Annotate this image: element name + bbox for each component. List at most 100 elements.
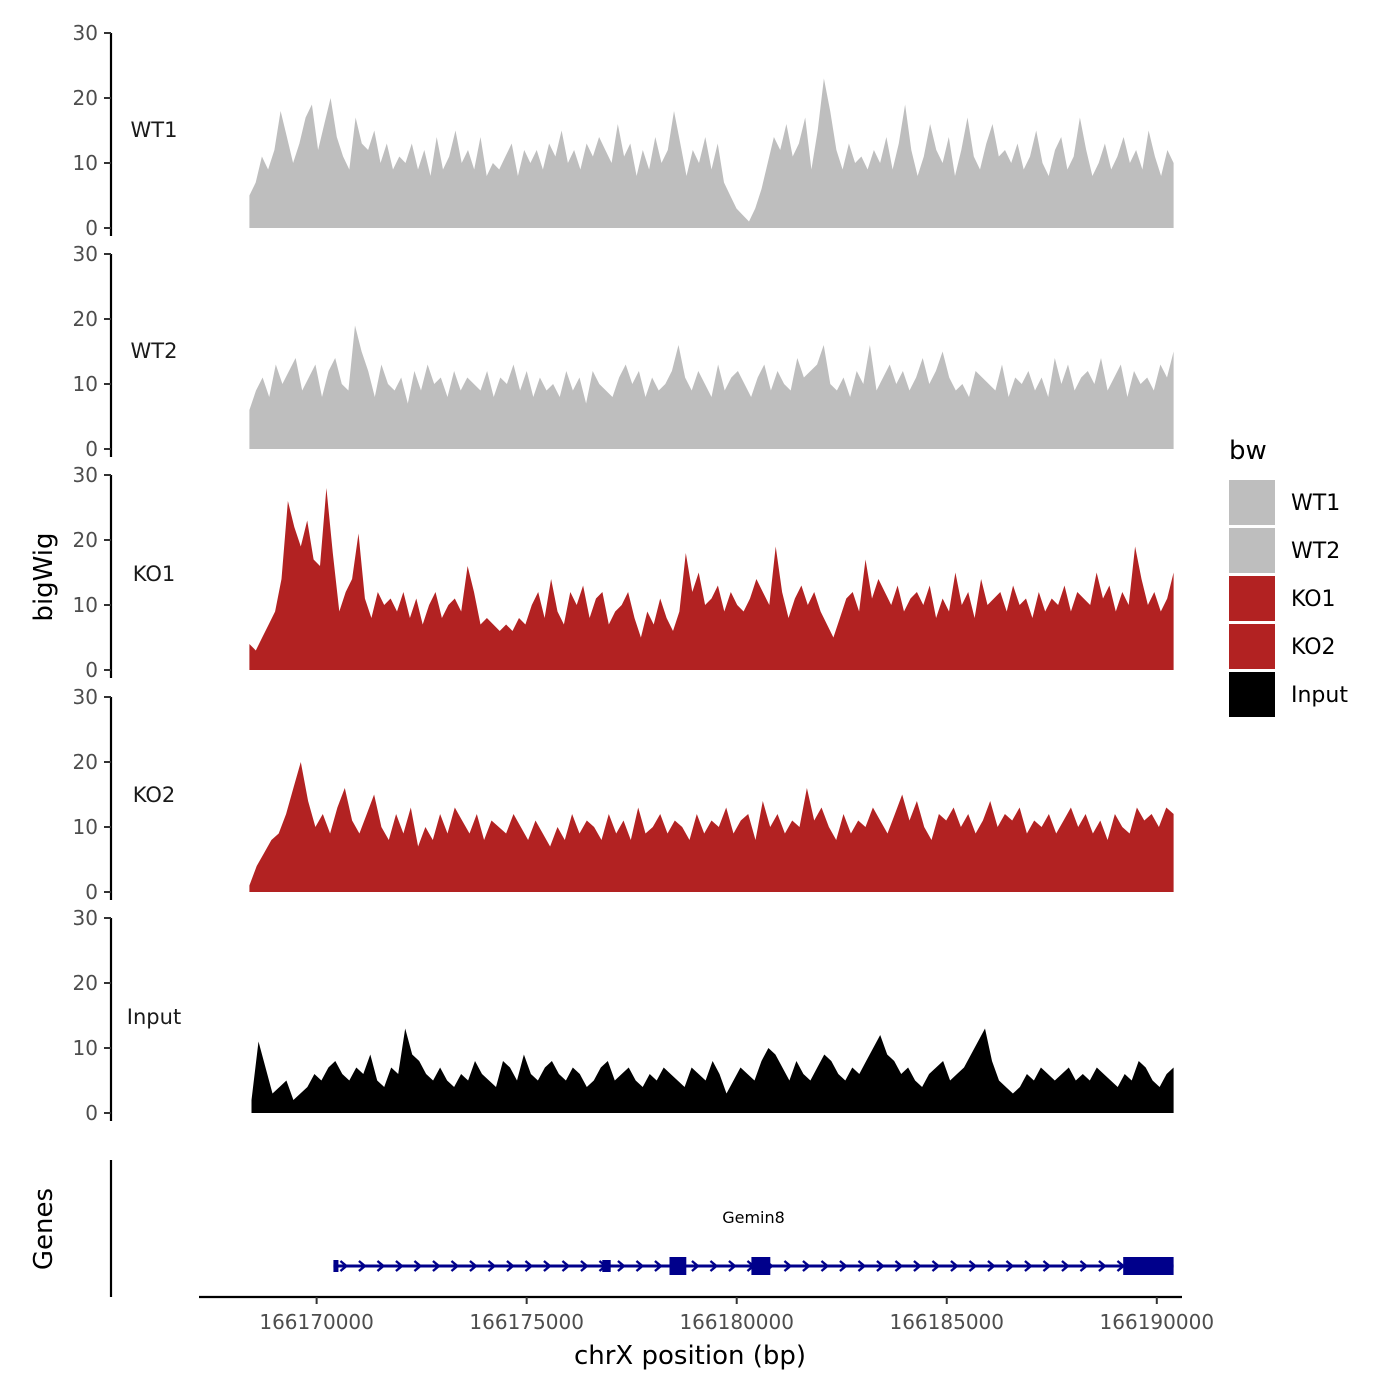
y-tick-label: 10 xyxy=(73,1036,98,1060)
x-tick-label: 166180000 xyxy=(679,1310,794,1334)
strand-arrow xyxy=(968,1260,978,1272)
track-label-ko2: KO2 xyxy=(133,783,176,807)
strand-arrow xyxy=(358,1260,367,1272)
legend-swatch-ko1 xyxy=(1229,576,1275,621)
strand-arrow xyxy=(617,1260,626,1272)
x-axis: chrX position (bp) 166170000 166175000 166… xyxy=(199,1295,1215,1371)
legend-swatch-wt2 xyxy=(1229,528,1275,573)
legend: bw WT1 WT2 KO1 KO2 Input xyxy=(1229,436,1348,717)
gene-exon xyxy=(669,1257,687,1275)
y-tick-label: 30 xyxy=(73,906,98,930)
signal-area-input xyxy=(251,1028,1174,1113)
y-tick-label: 20 xyxy=(73,971,98,995)
strand-arrow xyxy=(839,1260,848,1272)
track-panel-wt1: 0 10 20 30 WT1 xyxy=(73,21,1174,240)
x-tick-label: 166175000 xyxy=(469,1310,584,1334)
strand-arrow xyxy=(728,1260,737,1272)
signal-area-ko2 xyxy=(249,762,1174,892)
track-label-ko1: KO1 xyxy=(133,562,176,586)
strand-arrow xyxy=(894,1260,904,1272)
x-tick-label: 166170000 xyxy=(259,1310,374,1334)
track-label-wt2: WT2 xyxy=(131,339,178,363)
strand-arrow xyxy=(709,1260,719,1272)
x-tick-label: 166190000 xyxy=(1100,1310,1215,1334)
y-tick-label: 20 xyxy=(73,528,98,552)
strand-arrow xyxy=(561,1260,571,1272)
signal-area-ko1 xyxy=(249,488,1174,670)
track-panel-ko2: 0 10 20 30 KO2 xyxy=(73,685,1174,904)
signal-area-wt2 xyxy=(249,325,1174,449)
gene-exon xyxy=(751,1257,771,1275)
y-tick-label: 0 xyxy=(85,437,98,461)
y-tick-label: 0 xyxy=(85,880,98,904)
y-tick-label: 10 xyxy=(73,593,98,617)
y-tick-label: 0 xyxy=(85,658,98,682)
strand-arrow xyxy=(1005,1260,1015,1272)
strand-arrow xyxy=(876,1260,885,1272)
strand-arrow xyxy=(376,1260,386,1272)
strand-arrow xyxy=(395,1260,404,1272)
strand-arrow xyxy=(1061,1260,1070,1272)
strand-arrow xyxy=(913,1260,922,1272)
y-tick-label: 0 xyxy=(85,1101,98,1125)
strand-arrow xyxy=(783,1260,793,1272)
strand-arrow xyxy=(469,1260,478,1272)
strand-arrow xyxy=(487,1260,497,1272)
legend-label-wt1: WT1 xyxy=(1291,491,1340,516)
y-tick-label: 30 xyxy=(73,21,98,45)
gene-exon xyxy=(1123,1257,1174,1275)
strand-arrow xyxy=(635,1260,645,1272)
legend-label-ko1: KO1 xyxy=(1291,587,1336,612)
strand-arrow xyxy=(1098,1260,1107,1272)
strand-arrow xyxy=(820,1260,830,1272)
y-tick-label: 30 xyxy=(73,685,98,709)
y-tick-label: 20 xyxy=(73,307,98,331)
tracks-layer: 0 10 20 30 WT1 0 10 20 30 WT2 0 10 20 30 KO1 0 10 20 30 KO2… xyxy=(73,21,1174,1125)
gene-exon xyxy=(602,1260,611,1272)
track-panel-wt2: 0 10 20 30 WT2 xyxy=(73,242,1174,461)
strand-arrow xyxy=(1024,1260,1033,1272)
legend-swatch-input xyxy=(1229,672,1275,717)
strand-arrow xyxy=(506,1260,515,1272)
legend-label-ko2: KO2 xyxy=(1291,635,1336,660)
strand-arrow xyxy=(524,1260,534,1272)
track-panel-ko1: 0 10 20 30 KO1 xyxy=(73,463,1174,682)
strand-arrow xyxy=(432,1260,441,1272)
track-panel-input: 0 10 20 30 Input xyxy=(73,906,1174,1125)
strand-arrow xyxy=(339,1260,349,1272)
y-axis-title: bigWig xyxy=(29,532,59,621)
legend-swatch-wt1 xyxy=(1229,480,1275,525)
y-tick-label: 30 xyxy=(73,242,98,266)
x-axis-title: chrX position (bp) xyxy=(574,1341,806,1371)
genes-panel-title: Genes xyxy=(29,1188,59,1270)
strand-arrow xyxy=(691,1260,700,1272)
strand-arrow xyxy=(950,1260,959,1272)
signal-area-wt1 xyxy=(249,78,1174,228)
genes-panel: Genes Gemin8 xyxy=(29,1160,1174,1297)
strand-arrow xyxy=(413,1260,423,1272)
y-tick-label: 10 xyxy=(73,815,98,839)
strand-arrow xyxy=(987,1260,996,1272)
track-label-wt1: WT1 xyxy=(131,118,178,142)
legend-label-input: Input xyxy=(1291,683,1348,708)
y-tick-label: 20 xyxy=(73,750,98,774)
y-tick-label: 30 xyxy=(73,463,98,487)
legend-swatch-ko2 xyxy=(1229,624,1275,669)
x-tick-label: 166185000 xyxy=(889,1310,1004,1334)
strand-arrow xyxy=(450,1260,460,1272)
y-tick-label: 0 xyxy=(85,216,98,240)
y-tick-label: 10 xyxy=(73,372,98,396)
track-label-input: Input xyxy=(127,1005,181,1029)
y-tick-label: 10 xyxy=(73,151,98,175)
strand-arrow xyxy=(802,1260,811,1272)
legend-title: bw xyxy=(1229,436,1267,466)
strand-arrow xyxy=(1079,1260,1089,1272)
y-tick-label: 20 xyxy=(73,86,98,110)
gene-exon xyxy=(333,1260,339,1272)
strand-arrow xyxy=(580,1260,589,1272)
strand-arrow xyxy=(857,1260,867,1272)
strand-arrow xyxy=(931,1260,941,1272)
strand-arrow xyxy=(543,1260,552,1272)
strand-arrow xyxy=(1042,1260,1052,1272)
strand-arrow xyxy=(654,1260,663,1272)
